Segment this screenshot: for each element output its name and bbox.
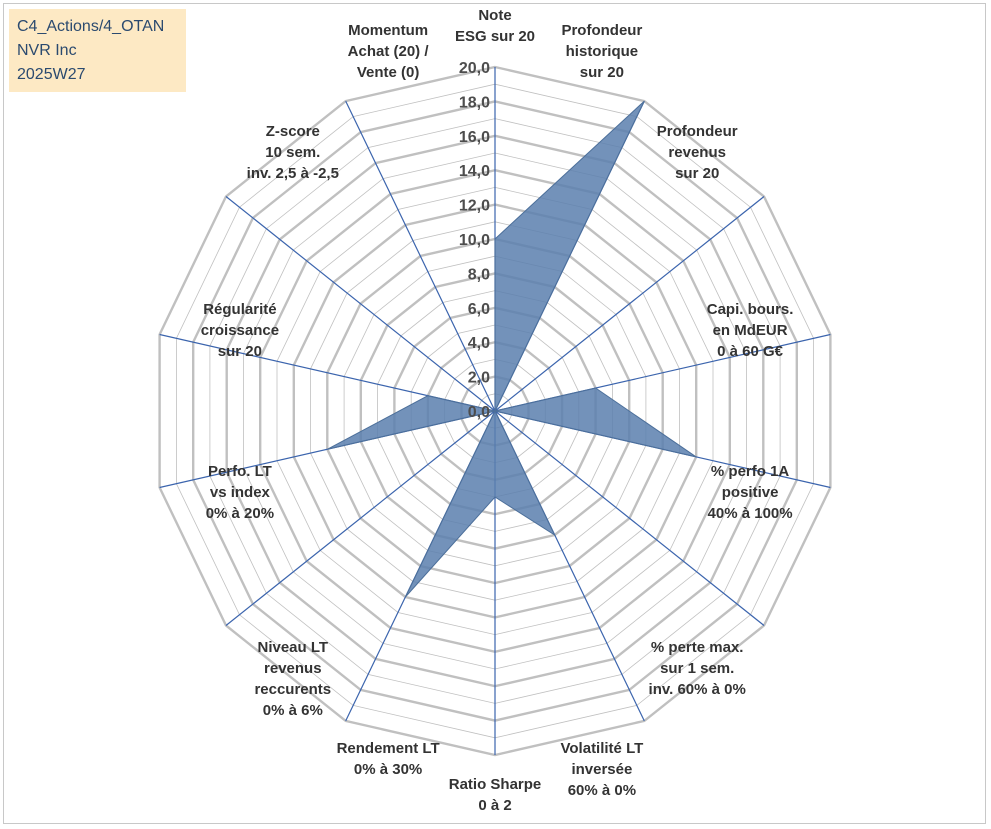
tick-label: 6,0 [468,301,490,318]
axis-label: Ratio Sharpe 0 à 2 [449,776,542,814]
axis-label: Volatilité LT inversée 60% à 0% [561,740,644,799]
axis-label-line: Momentum [348,22,428,39]
axis-spoke [494,196,765,412]
tick-label: 12,0 [459,198,490,215]
axis-label-line: Z-score [266,123,320,140]
axis-label-line: sur 20 [218,343,262,360]
data-series [327,100,697,598]
axis-label-line: Note [478,7,511,24]
axis-label-line: Rendement LT [337,740,440,757]
axis-label-line: Volatilité LT [561,740,644,757]
axis-label-line: Capi. bours. [707,301,794,318]
info-box: C4_Actions/4_OTAN NVR Inc 2025W27 [9,9,186,92]
axis-labels: Note ESG sur 20 Profondeur historique sur 20… [201,7,794,814]
axis-label-line: Régularité [203,301,276,318]
axis-label-line: Profondeur [657,123,738,140]
axis-label-line: positive [722,484,779,501]
info-line-week: 2025W27 [17,66,86,83]
tick-label: 18,0 [459,94,490,111]
axis-label: Z-score 10 sem. inv. 2,5 à -2,5 [247,123,339,182]
axis-label: Régularité croissance sur 20 [201,301,279,360]
axis-label: Note ESG sur 20 [455,7,535,45]
axis-label-line: croissance [201,322,279,339]
axis-label-line: Vente (0) [357,64,420,81]
axis-label-line: inv. 60% à 0% [649,681,746,698]
axis-label: Profondeur historique sur 20 [561,22,642,81]
axis-label: Perfo. LT vs index 0% à 20% [206,463,274,522]
axis-label-line: 10 sem. [265,144,320,161]
axis-label-line: inv. 2,5 à -2,5 [247,165,339,182]
axis-label-line: vs index [210,484,271,501]
axis-label: Niveau LT revenus reccurents 0% à 6% [254,639,331,719]
axis-label-line: Niveau LT [258,639,329,656]
axis-spoke [494,410,765,626]
axis-label-line: revenus [668,144,726,161]
axis-label-line: inversée [571,761,632,778]
axis-spoke [225,410,496,626]
info-line-company: NVR Inc [17,42,77,59]
axis-label-line: 0% à 20% [206,505,274,522]
axis-label-line: Achat (20) / [348,43,430,60]
tick-label: 10,0 [459,232,490,249]
info-line-portfolio: C4_Actions/4_OTAN [17,18,165,35]
axis-spoke [345,100,496,412]
axis-label-line: % perte max. [651,639,744,656]
axis-label: Rendement LT 0% à 30% [337,740,440,778]
axis-label-line: sur 1 sem. [660,660,734,677]
axis-label: % perfo 1A positive 40% à 100% [708,463,793,522]
axis-label-line: sur 20 [675,165,719,182]
axis-label-line: sur 20 [580,64,624,81]
tick-label: 0,0 [468,404,490,421]
axis-label-line: 0% à 30% [354,761,422,778]
tick-label: 8,0 [468,266,490,283]
series-area [327,100,697,598]
axis-spoke [225,196,496,412]
axis-label: Capi. bours. en MdEUR 0 à 60 G€ [707,301,794,360]
axis-label: Momentum Achat (20) / Vente (0) [348,22,430,81]
tick-labels: 0,0 2,0 4,0 6,0 8,0 10,0 12,0 14,0 16,0 18,0 20,0 [459,60,490,421]
axis-label-line: 0 à 60 G€ [717,343,784,360]
axis-label: Profondeur revenus sur 20 [657,123,738,182]
axis-label-line: % perfo 1A [711,463,790,480]
tick-label: 20,0 [459,60,490,77]
tick-label: 2,0 [468,370,490,387]
axis-label-line: ESG sur 20 [455,28,535,45]
axis-label-line: Perfo. LT [208,463,272,480]
axis-label-line: en MdEUR [713,322,788,339]
axis-label-line: 40% à 100% [708,505,793,522]
axis-label-line: historique [566,43,639,60]
axis-label-line: 0 à 2 [478,797,511,814]
axis-label-line: Ratio Sharpe [449,776,542,793]
axis-label-line: revenus [264,660,322,677]
tick-label: 4,0 [468,335,490,352]
axis-label: % perte max. sur 1 sem. inv. 60% à 0% [649,639,746,698]
axis-label-line: 0% à 6% [263,702,323,719]
tick-label: 14,0 [459,163,490,180]
axis-label-line: reccurents [254,681,331,698]
axis-label-line: Profondeur [561,22,642,39]
axis-label-line: 60% à 0% [568,782,636,799]
tick-label: 16,0 [459,129,490,146]
